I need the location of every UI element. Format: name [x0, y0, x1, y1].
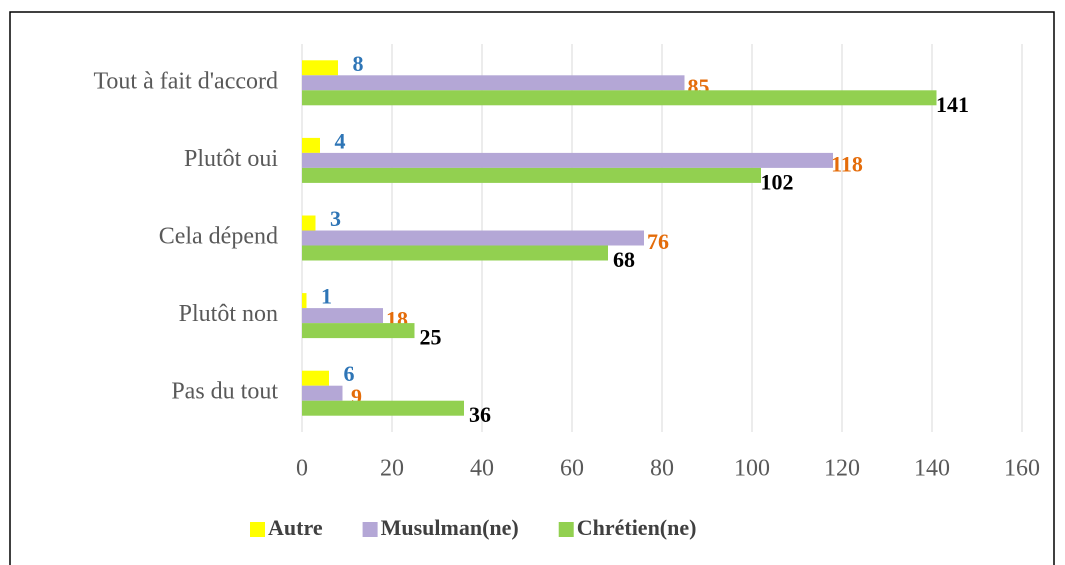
x-tick-label: 60	[560, 456, 584, 482]
bar	[302, 152, 833, 168]
legend-label: Chrétien(ne)	[577, 515, 697, 540]
legend-label: Autre	[268, 515, 323, 540]
y-tick-label: Cela dépend	[159, 224, 278, 250]
data-label: 36	[469, 402, 491, 427]
bar	[302, 75, 685, 91]
bar	[302, 137, 320, 153]
bar	[302, 215, 316, 231]
bar	[302, 370, 329, 386]
data-label: 4	[335, 128, 346, 153]
legend-label: Musulman(ne)	[381, 515, 519, 540]
bar	[302, 245, 608, 261]
data-label: 1	[321, 284, 332, 309]
data-label: 6	[344, 361, 355, 386]
x-tick-label: 20	[380, 456, 404, 482]
x-tick-label: 120	[824, 456, 860, 482]
y-tick-label: Pas du tout	[171, 379, 278, 405]
data-label: 25	[420, 325, 442, 350]
x-tick-label: 40	[470, 456, 494, 482]
bar	[302, 308, 383, 324]
data-label: 102	[761, 169, 794, 194]
data-label: 3	[330, 206, 341, 231]
bar	[302, 60, 338, 76]
y-tick-label: Plutôt non	[179, 301, 278, 327]
bar	[302, 385, 343, 401]
bar	[302, 400, 464, 416]
x-tick-label: 160	[1004, 456, 1040, 482]
bar	[302, 230, 644, 246]
y-tick-label: Plutôt oui	[184, 146, 278, 172]
y-tick-label: Tout à fait d'accord	[93, 68, 278, 94]
data-label: 141	[936, 92, 969, 117]
x-tick-label: 140	[914, 456, 950, 482]
data-label: 8	[353, 51, 364, 76]
x-tick-label: 80	[650, 456, 674, 482]
bar	[302, 323, 415, 339]
x-tick-label: 0	[296, 456, 308, 482]
data-label: 9	[351, 384, 362, 409]
data-label: 76	[647, 229, 669, 254]
legend-swatch	[558, 522, 574, 537]
bar	[302, 167, 761, 183]
data-label: 118	[831, 151, 863, 176]
bar	[302, 293, 307, 309]
legend-swatch	[362, 522, 378, 537]
bar	[302, 90, 937, 106]
data-label: 68	[613, 247, 635, 272]
x-tick-label: 100	[734, 456, 770, 482]
legend-swatch	[250, 522, 265, 537]
